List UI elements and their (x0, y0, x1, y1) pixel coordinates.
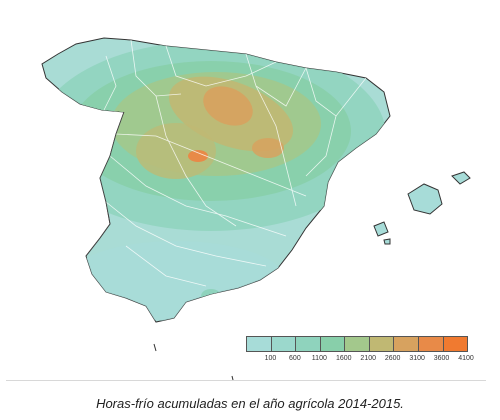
legend-swatch (296, 337, 321, 351)
southern-peak (201, 289, 221, 303)
legend-label: 600 (289, 355, 301, 362)
spain-map (41, 37, 471, 380)
regional-boundaries (103, 39, 367, 287)
color-legend: 100 600 1100 1600 2100 2600 3100 3600 4100 (246, 336, 474, 370)
portugal-border (85, 111, 125, 257)
legend-swatch (394, 337, 419, 351)
legend-label: 1100 (311, 355, 327, 362)
legend-label: 2600 (384, 355, 401, 362)
map-caption: Horas-frío acumuladas en el año agrícola… (96, 396, 404, 411)
menorca (451, 171, 471, 185)
isoline-zone-3600-east (252, 138, 284, 158)
isoline-zone-3100-west (136, 123, 216, 179)
legend-label: 2100 (360, 355, 377, 362)
isoline-zone-4100 (188, 150, 208, 162)
legend-swatch (271, 337, 297, 351)
legend-swatch (247, 337, 272, 351)
legend-label: 1600 (335, 355, 352, 362)
isoline-zone-3600 (203, 86, 253, 126)
legend-swatch (320, 337, 346, 351)
legend-label: 4100 (458, 355, 474, 362)
legend-label: 100 (264, 355, 277, 362)
mallorca (407, 183, 443, 215)
map-panel: 100 600 1100 1600 2100 2600 3100 3600 4100 (6, 6, 486, 381)
legend-label: 3100 (409, 355, 425, 362)
south-zone-100 (66, 241, 286, 321)
legend-swatch (443, 337, 468, 351)
ibiza (373, 221, 389, 237)
legend-swatch (369, 337, 395, 351)
legend-swatch (418, 337, 444, 351)
legend-label: 3600 (433, 355, 450, 362)
legend-swatch (345, 337, 370, 351)
legend-bar (246, 336, 468, 352)
melilla-marker (231, 375, 234, 380)
ceuta-marker (153, 343, 157, 352)
formentera (383, 238, 391, 245)
